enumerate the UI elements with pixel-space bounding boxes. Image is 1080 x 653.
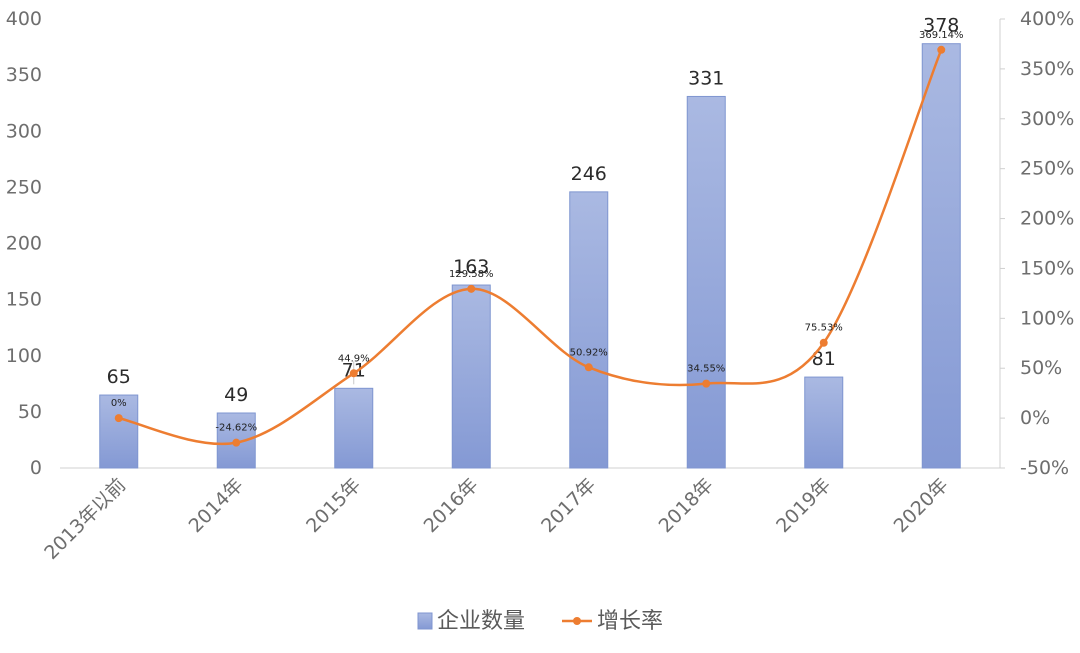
bar-value-label: 49	[224, 384, 248, 406]
left-axis-tick-label: 100	[6, 345, 42, 367]
growth-rate-point[interactable]	[349, 369, 358, 378]
left-axis-tick-label: 250	[6, 176, 42, 198]
left-axis-tick-label: 200	[6, 233, 42, 255]
right-axis-tick-label: 100%	[1020, 307, 1074, 329]
growth-rate-point[interactable]	[467, 284, 476, 293]
right-axis-tick-label: 150%	[1020, 257, 1074, 279]
left-axis-tick-label: 150	[6, 289, 42, 311]
bar-value-label: 81	[812, 348, 836, 370]
category-label: 2020年	[890, 474, 953, 537]
bar-series	[99, 43, 961, 469]
line-data-labels: 0% -24.62% 44.9% 129.58% 50.92% 34.55% 75.53% 3…	[111, 30, 964, 434]
bar-data-labels: 65497116324633181378	[107, 15, 960, 406]
category-label: 2017年	[537, 474, 600, 537]
right-axis-tick-label: 350%	[1020, 58, 1074, 80]
bar[interactable]	[451, 284, 491, 469]
left-axis-tick-label: 400	[6, 8, 42, 30]
bar-value-label: 378	[923, 15, 959, 37]
category-label: 2019年	[772, 474, 835, 537]
growth-rate-label: 50.92%	[570, 347, 608, 358]
left-axis-tick-label: 350	[6, 64, 42, 86]
category-label: 2013年以前	[40, 474, 130, 564]
growth-rate-point[interactable]	[937, 45, 946, 54]
growth-rate-label: 369.14%	[919, 30, 964, 41]
legend-bar-label: 企业数量	[437, 609, 525, 634]
right-axis-tick-label: 400%	[1020, 8, 1074, 30]
right-axis-tick-label: 0%	[1020, 407, 1050, 429]
bar[interactable]	[334, 387, 374, 469]
legend: 企业数量 增长率	[417, 609, 663, 634]
right-axis-tick-label: 200%	[1020, 208, 1074, 230]
growth-rate-point[interactable]	[232, 438, 241, 447]
growth-rate-label: 75.53%	[805, 323, 843, 334]
bar[interactable]	[804, 376, 844, 469]
right-axis-tick-label: 50%	[1020, 357, 1062, 379]
growth-rate-line[interactable]	[117, 48, 943, 446]
growth-rate-point[interactable]	[114, 414, 123, 423]
bar-value-label: 65	[107, 366, 131, 388]
growth-rate-point[interactable]	[584, 363, 593, 372]
legend-line-label: 增长率	[597, 609, 663, 634]
growth-rate-label: -24.62%	[215, 423, 257, 434]
legend-line-marker	[573, 617, 581, 625]
category-label: 2014年	[185, 474, 248, 537]
category-label: 2015年	[302, 474, 365, 537]
bar-value-label: 163	[453, 256, 489, 278]
bar[interactable]	[569, 191, 609, 469]
bar[interactable]	[686, 95, 726, 469]
legend-bar-swatch	[417, 612, 433, 630]
axes: 0 50 100 150 200 250 300 350 400 -50% 0% 50% 100% 150…	[6, 8, 1075, 564]
growth-rate-label: 44.9%	[338, 353, 370, 364]
right-axis-tick-label: 300%	[1020, 108, 1074, 130]
bar[interactable]	[921, 43, 961, 469]
left-axis-tick-label: 0	[30, 457, 42, 479]
right-axis-tick-label: 250%	[1020, 158, 1074, 180]
bar-value-label: 331	[688, 67, 724, 89]
category-label: 2016年	[420, 474, 483, 537]
growth-rate-label: 129.58%	[449, 269, 494, 280]
bar[interactable]	[99, 394, 139, 469]
bar-value-label: 246	[571, 163, 607, 185]
growth-rate-label: 34.55%	[687, 364, 725, 375]
growth-rate-point[interactable]	[702, 379, 711, 388]
growth-rate-point[interactable]	[819, 338, 828, 347]
growth-rate-label: 0%	[111, 398, 127, 409]
category-label: 2018年	[655, 474, 718, 537]
line-series	[114, 45, 946, 447]
left-axis-tick-label: 50	[18, 401, 42, 423]
right-axis-tick-label: -50%	[1020, 457, 1069, 479]
left-axis-tick-label: 300	[6, 120, 42, 142]
